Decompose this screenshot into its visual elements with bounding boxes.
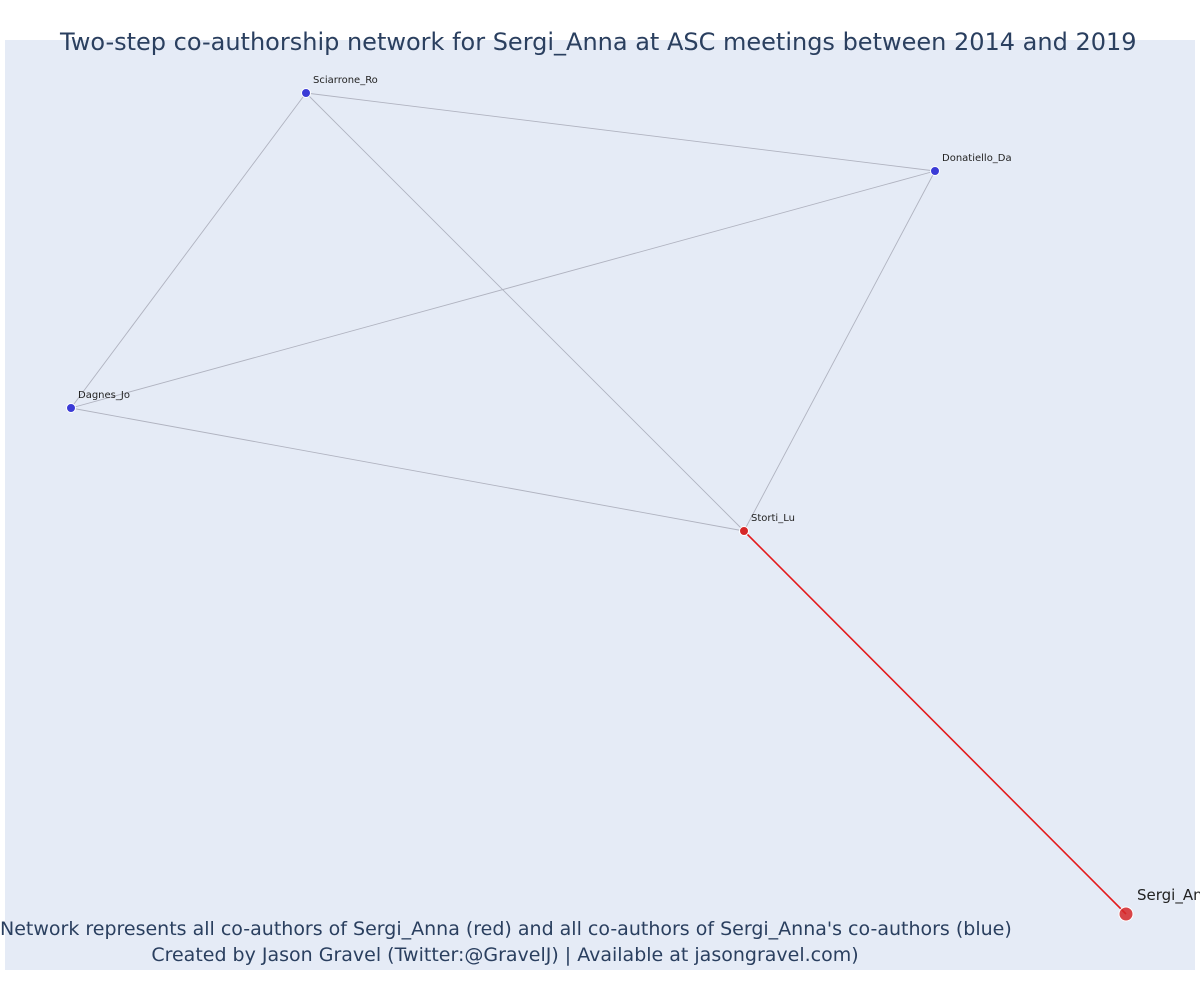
caption-description: Network represents all co-authors of Ser… bbox=[0, 918, 1012, 940]
edges-layer bbox=[70, 92, 1127, 915]
node-label-Dagnes_Jo: Dagnes_Jo bbox=[78, 390, 130, 401]
edge-Storti_Lu-Sciarrone_Ro bbox=[305, 92, 745, 532]
edge-Donatiello_Da-Dagnes_Jo bbox=[70, 170, 936, 409]
node-label-Storti_Lu: Storti_Lu bbox=[751, 513, 795, 524]
node-Donatiello_Da[interactable] bbox=[930, 166, 940, 176]
labels-layer: Sergi_Anna Storti_Lu Sciarrone_Ro Donatiell… bbox=[78, 75, 1200, 905]
edge-Storti_Lu-Donatiello_Da bbox=[743, 170, 936, 532]
node-label-Donatiello_Da: Donatiello_Da bbox=[942, 153, 1012, 164]
nodes-layer bbox=[66, 88, 1134, 922]
edge-Sergi_Anna-Storti_Lu bbox=[743, 530, 1127, 915]
edge-Storti_Lu-Dagnes_Jo bbox=[70, 407, 745, 532]
node-label-Sergi_Anna: Sergi_Anna bbox=[1137, 886, 1200, 905]
node-Dagnes_Jo[interactable] bbox=[66, 403, 76, 413]
caption-credit: Created by Jason Gravel (Twitter:@Gravel… bbox=[151, 944, 859, 966]
node-label-Sciarrone_Ro: Sciarrone_Ro bbox=[313, 75, 378, 86]
edge-Sciarrone_Ro-Donatiello_Da bbox=[305, 92, 936, 172]
node-Sergi_Anna[interactable] bbox=[1118, 906, 1134, 922]
edge-Sciarrone_Ro-Dagnes_Jo bbox=[70, 92, 307, 409]
chart-title: Two-step co-authorship network for Sergi… bbox=[60, 28, 1137, 56]
node-Sciarrone_Ro[interactable] bbox=[301, 88, 311, 98]
node-Storti_Lu[interactable] bbox=[739, 526, 749, 536]
